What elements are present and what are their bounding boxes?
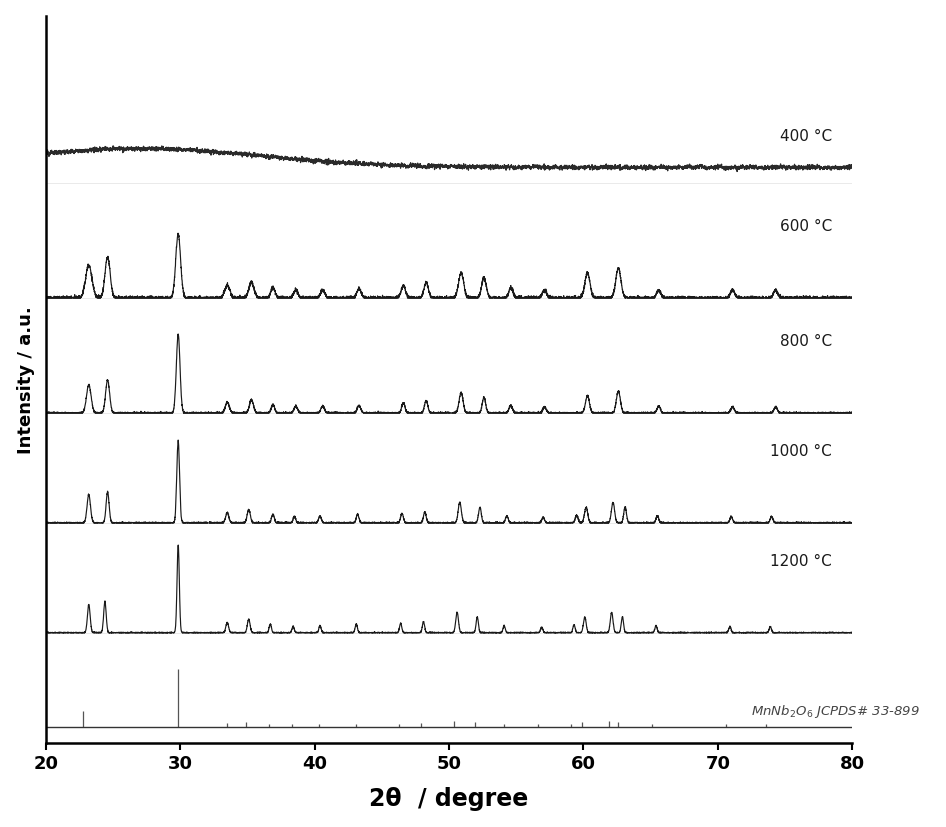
Text: 1200 °C: 1200 °C — [770, 553, 832, 568]
Text: 400 °C: 400 °C — [780, 129, 832, 144]
X-axis label: 2θ  / degree: 2θ / degree — [369, 786, 529, 810]
Text: MnNb$_2$O$_6$ JCPDS# 33-899: MnNb$_2$O$_6$ JCPDS# 33-899 — [751, 702, 920, 719]
Text: 1000 °C: 1000 °C — [770, 443, 832, 459]
Text: 800 °C: 800 °C — [780, 334, 832, 349]
Y-axis label: Intensity / a.u.: Intensity / a.u. — [17, 306, 35, 453]
Text: 600 °C: 600 °C — [780, 219, 832, 234]
